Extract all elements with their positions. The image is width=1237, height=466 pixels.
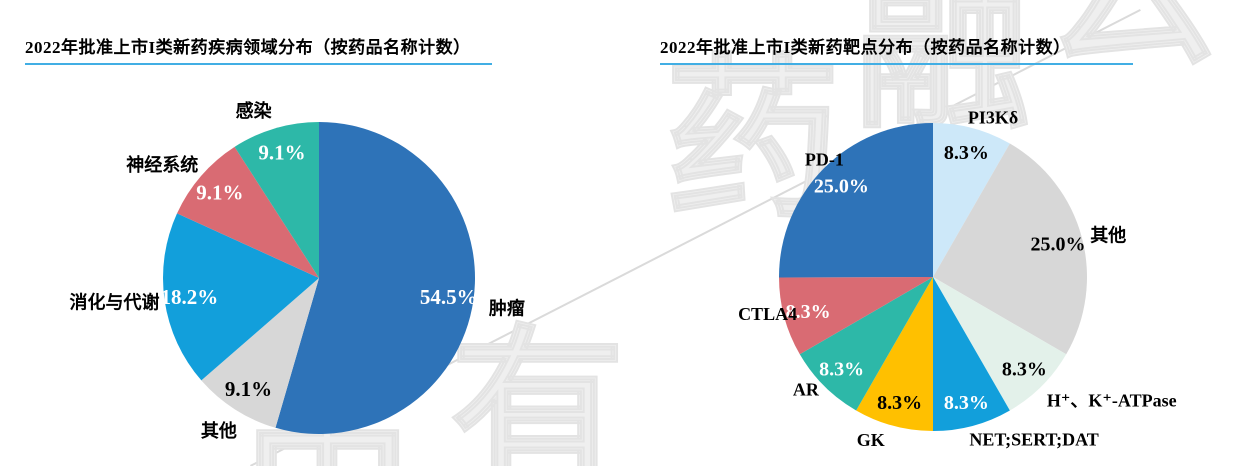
pie-slice — [779, 123, 933, 278]
slice-name-label: 感染 — [236, 100, 273, 121]
pie-slice — [933, 143, 1087, 355]
slice-percent-label: 8.3% — [786, 301, 831, 323]
pie-slice — [933, 123, 1010, 277]
left-chart-title: 2022年批准上市I类新药疾病领域分布（按药品名称计数） — [25, 33, 492, 65]
pie-slice — [177, 146, 319, 278]
pie-slice — [201, 278, 319, 428]
pie-slice — [779, 277, 933, 355]
slice-percent-label: 25.0% — [814, 176, 869, 198]
slice-name-label: NET;SERT;DAT — [969, 429, 1098, 449]
pie-slice — [933, 277, 1067, 411]
slice-name-label: PI3Kδ — [968, 107, 1018, 127]
slice-percent-label: 25.0% — [1030, 234, 1085, 256]
pie-slice — [234, 122, 319, 278]
pie-slice — [933, 277, 1010, 431]
slice-percent-label: 8.3% — [877, 392, 922, 414]
slice-percent-label: 9.1% — [258, 141, 305, 165]
slice-name-label: CTLA4 — [738, 304, 797, 324]
slice-name-label: 其他 — [201, 420, 237, 441]
slice-name-label: 神经系统 — [126, 154, 198, 175]
right-chart-title: 2022年批准上市I类新药靶点分布（按药品名称计数） — [660, 33, 1133, 65]
slice-percent-label: 8.3% — [944, 142, 989, 164]
pie-slice — [799, 277, 933, 411]
slice-name-label: PD-1 — [805, 150, 844, 170]
slice-percent-label: 54.5% — [420, 285, 478, 309]
slice-percent-label: 9.1% — [196, 181, 243, 205]
slice-name-label: 肿瘤 — [489, 297, 525, 318]
slice-percent-label: 18.2% — [160, 285, 218, 309]
slice-name-label: 其他 — [1090, 224, 1126, 245]
slice-name-label: GK — [857, 430, 885, 450]
slice-percent-label: 9.1% — [225, 377, 272, 401]
slice-percent-label: 8.3% — [944, 392, 989, 414]
slice-percent-label: 8.3% — [1002, 359, 1047, 381]
slice-name-label: 消化与代谢 — [70, 292, 160, 313]
pie-slice — [275, 122, 475, 435]
pie-slice — [163, 213, 319, 381]
slice-name-label: AR — [793, 379, 820, 399]
slice-percent-label: 8.3% — [819, 359, 864, 381]
slice-name-label: H⁺、K⁺-ATPase — [1047, 391, 1177, 411]
pie-slice — [856, 277, 933, 431]
